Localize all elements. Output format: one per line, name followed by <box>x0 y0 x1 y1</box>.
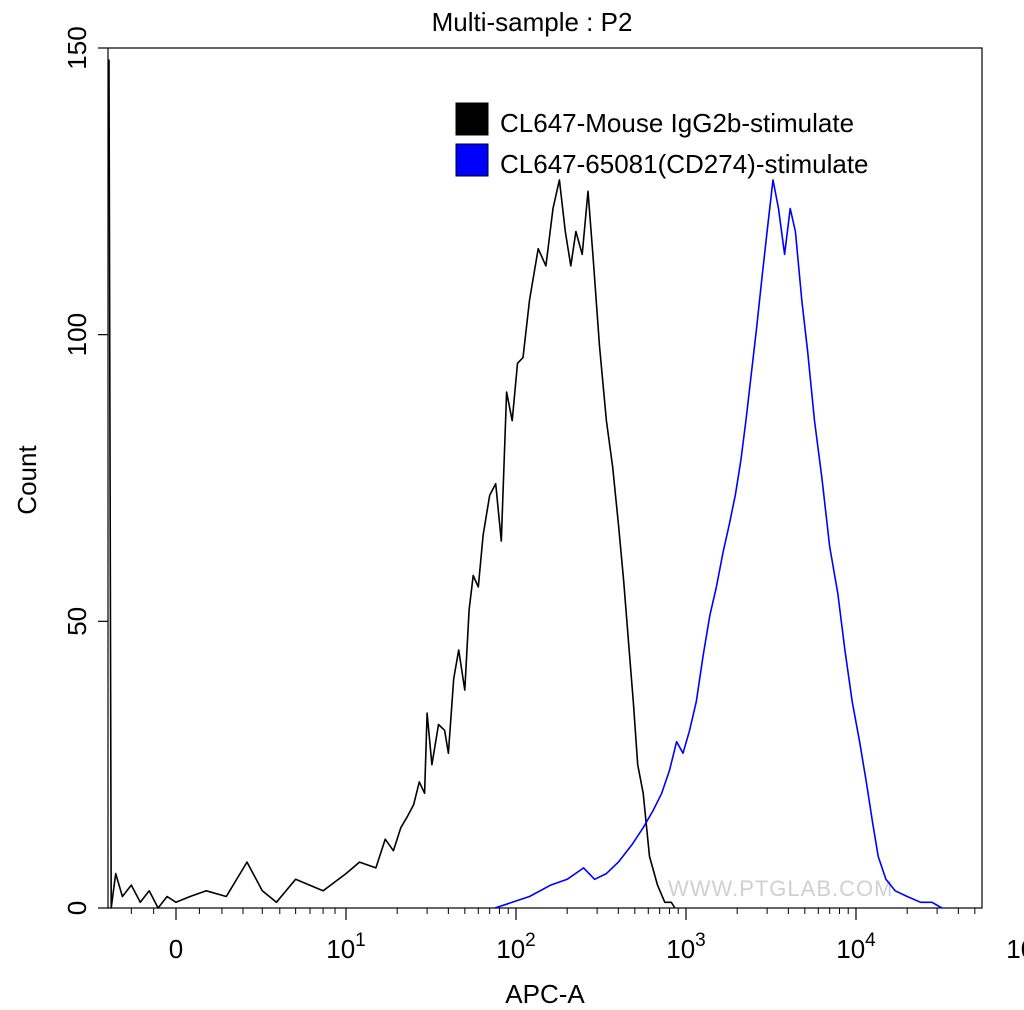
watermark: WWW.PTGLAB.COM <box>668 876 893 901</box>
series-line-0 <box>108 59 676 909</box>
y-tick-label: 150 <box>62 26 92 69</box>
x-tick-label: 103 <box>666 930 706 964</box>
x-tick-label: 105 <box>1006 930 1024 964</box>
legend-label-cd274: CL647-65081(CD274)-stimulate <box>500 149 869 179</box>
x-tick-label: 0 <box>169 934 183 964</box>
series-line-1 <box>494 179 943 909</box>
y-tick-label: 50 <box>62 607 92 636</box>
legend-swatch-isotype <box>455 102 489 136</box>
y-axis-label: Count <box>12 445 42 515</box>
x-axis-label: APC-A <box>505 979 585 1009</box>
plot-frame <box>107 47 983 909</box>
x-tick-label: 101 <box>326 930 366 964</box>
series-layer <box>108 59 943 909</box>
y-tick-label: 100 <box>62 313 92 356</box>
x-tick-label: 102 <box>496 930 536 964</box>
chart-title: Multi-sample : P2 <box>432 7 633 37</box>
legend-swatch-cd274 <box>455 143 489 177</box>
y-axis: 0 50 100 150 <box>62 26 108 915</box>
legend: CL647-Mouse IgG2b-stimulate CL647-65081(… <box>455 102 869 179</box>
y-tick-label: 0 <box>62 901 92 915</box>
x-tick-label: 104 <box>836 930 876 964</box>
legend-label-isotype: CL647-Mouse IgG2b-stimulate <box>500 108 854 138</box>
x-axis: 0 101 102 103 104 105 <box>130 908 1024 964</box>
